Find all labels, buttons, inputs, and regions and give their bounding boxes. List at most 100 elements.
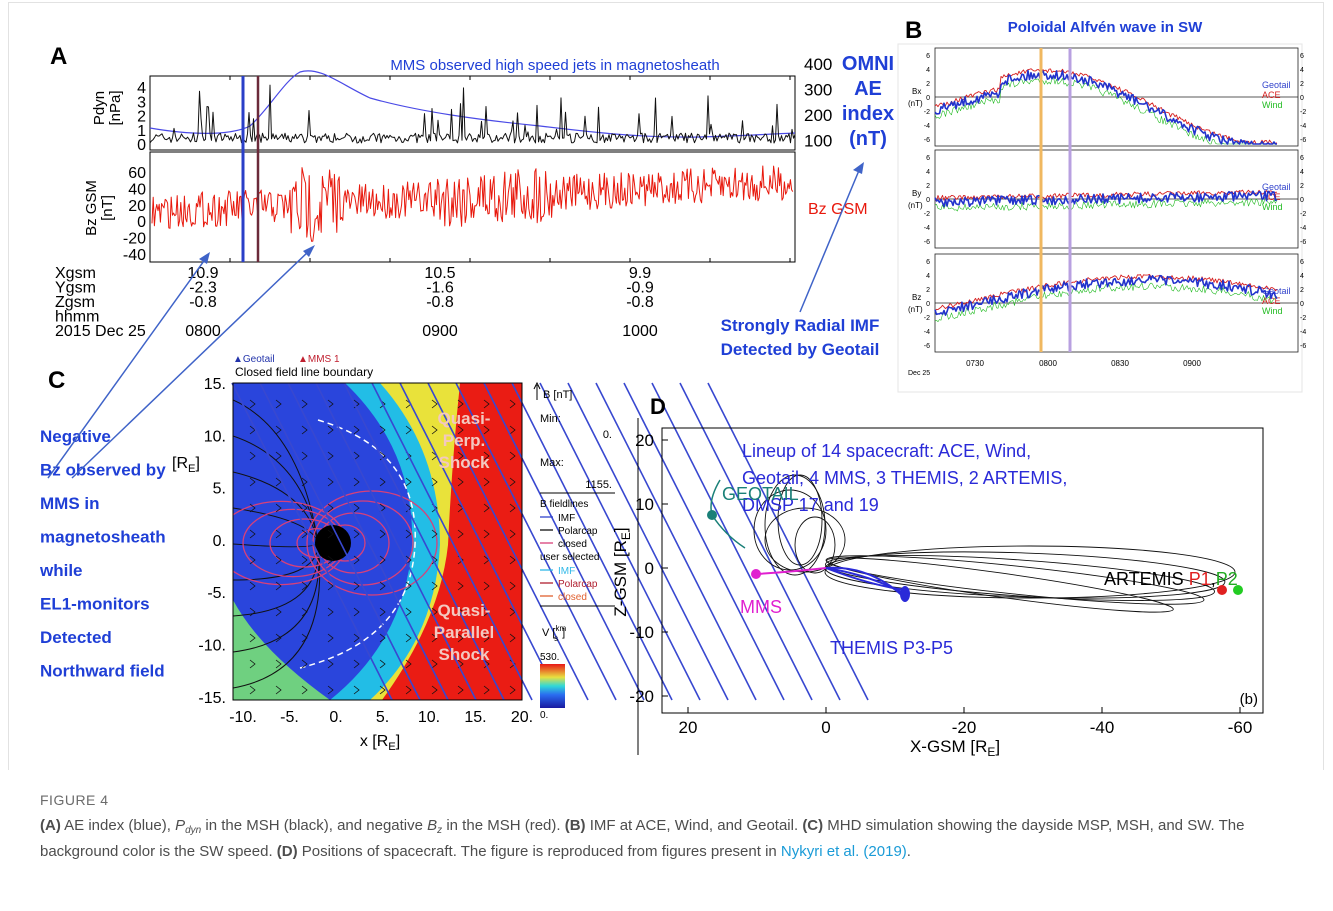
flow-arrow — [249, 633, 256, 643]
flow-arrow — [275, 477, 282, 487]
tick-label: 0900 — [1183, 359, 1201, 368]
spacecraft-label: MMS — [740, 597, 782, 617]
tick-label: -6 — [1300, 343, 1306, 350]
tick-label: -2 — [1300, 109, 1306, 116]
tick-label: -10 — [629, 623, 654, 642]
flow-arrow — [327, 399, 334, 409]
annotation: EL1-monitors — [40, 595, 150, 614]
annotation: MMS in — [40, 494, 100, 513]
flow-arrow — [327, 607, 334, 617]
label-part: ARTEMIS — [1104, 569, 1189, 589]
flow-arrow — [457, 529, 464, 539]
tick-label: 4 — [926, 273, 930, 280]
annotation: AE — [854, 78, 882, 100]
flow-arrow — [249, 529, 256, 539]
annotation: Negative — [40, 427, 111, 446]
tick-label: -2 — [924, 211, 930, 218]
caption-part: B — [427, 817, 438, 834]
fieldline — [539, 382, 701, 701]
flow-arrow — [379, 503, 386, 513]
fieldline — [707, 382, 869, 701]
flow-arrow — [379, 477, 386, 487]
flow-arrow — [353, 581, 360, 591]
label-part: E — [987, 745, 995, 759]
caption-part: (D) — [276, 843, 298, 860]
legend-label: ACE — [1262, 296, 1281, 306]
legend-label: Max: — [540, 457, 564, 469]
label-part: km — [555, 624, 566, 633]
label-part: E — [188, 463, 195, 475]
tick-label: 0730 — [966, 359, 984, 368]
flow-arrow — [405, 659, 412, 669]
fieldline — [315, 382, 477, 701]
pdyn-trace — [149, 84, 796, 144]
annotation: DMSP 17 and 19 — [742, 495, 879, 515]
figure-frame — [8, 2, 1324, 770]
tick-label: 400 — [804, 55, 832, 74]
legend-label: Closed field line boundary — [235, 365, 373, 379]
caption-part: MHD simulation showing the dayside MSP, … — [40, 817, 1245, 860]
flow-arrow — [327, 633, 334, 643]
annotation: Strongly Radial IMF — [721, 316, 880, 335]
tick-label: -40 — [123, 247, 146, 264]
tick-label: 40 — [128, 181, 146, 198]
flow-arrow — [327, 503, 334, 513]
tick-label: 0. — [213, 533, 226, 550]
flow-arrow — [379, 685, 386, 695]
tick-label: 0830 — [1111, 359, 1129, 368]
flow-arrow — [327, 477, 334, 487]
legend-label: ACE — [1262, 90, 1281, 100]
tick-label: -40 — [1090, 718, 1115, 737]
axis-label: [nPa] — [107, 90, 124, 125]
tick-label: -5. — [207, 585, 226, 602]
tick-label: 6 — [1300, 155, 1304, 162]
flow-arrow — [431, 529, 438, 539]
flow-arrow — [457, 633, 464, 643]
earth — [315, 525, 351, 561]
flow-arrow — [483, 581, 490, 591]
legend-label: user selected — [540, 552, 599, 563]
boundary — [299, 419, 416, 669]
arrow-head — [853, 162, 864, 174]
tick-label: -6 — [924, 343, 930, 350]
flow-arrow — [379, 555, 386, 565]
annotation: magnetosheath — [40, 528, 166, 547]
flow-arrow — [483, 659, 490, 669]
tick-label: 20. — [511, 709, 533, 726]
tick-label: -4 — [924, 225, 930, 232]
flow-arrow — [405, 581, 412, 591]
panel-label: B — [905, 17, 922, 44]
tick-label: -6 — [924, 239, 930, 246]
row-unit: (nT) — [908, 305, 923, 314]
orbit — [824, 545, 1236, 599]
flow-arrow — [483, 503, 490, 513]
row-value: -0.9 — [626, 280, 654, 297]
caption-part: AE index (blue), — [60, 817, 176, 834]
label-part: ] — [995, 737, 1000, 756]
b-trace — [934, 273, 1278, 312]
row-name: Zgsm — [55, 294, 95, 311]
flow-arrow — [405, 633, 412, 643]
tick-label: 200 — [804, 106, 832, 125]
annotation: (nT) — [849, 128, 887, 150]
label-part: s — [554, 634, 558, 643]
flow-arrow — [275, 451, 282, 461]
flow-arrow — [431, 633, 438, 643]
themis-track — [825, 567, 906, 595]
flow-arrow — [483, 685, 490, 695]
row-value: -1.6 — [426, 280, 454, 297]
caption-part[interactable]: Nykyri et al. (2019) — [780, 843, 907, 860]
label-part: ] — [396, 733, 400, 750]
flow-arrow — [509, 685, 516, 695]
closed-loop — [306, 490, 438, 596]
row-value: 10.5 — [424, 265, 455, 282]
legend-label: V [km s] — [542, 624, 566, 643]
tick-label: -2 — [924, 109, 930, 116]
flow-arrow — [249, 581, 256, 591]
legend-label: Bz GSM — [808, 201, 868, 218]
tick-label: 0 — [1300, 197, 1304, 204]
tick-label: 2 — [926, 81, 930, 88]
tick-label: 0 — [821, 718, 830, 737]
legend-label: Wind — [1262, 100, 1283, 110]
